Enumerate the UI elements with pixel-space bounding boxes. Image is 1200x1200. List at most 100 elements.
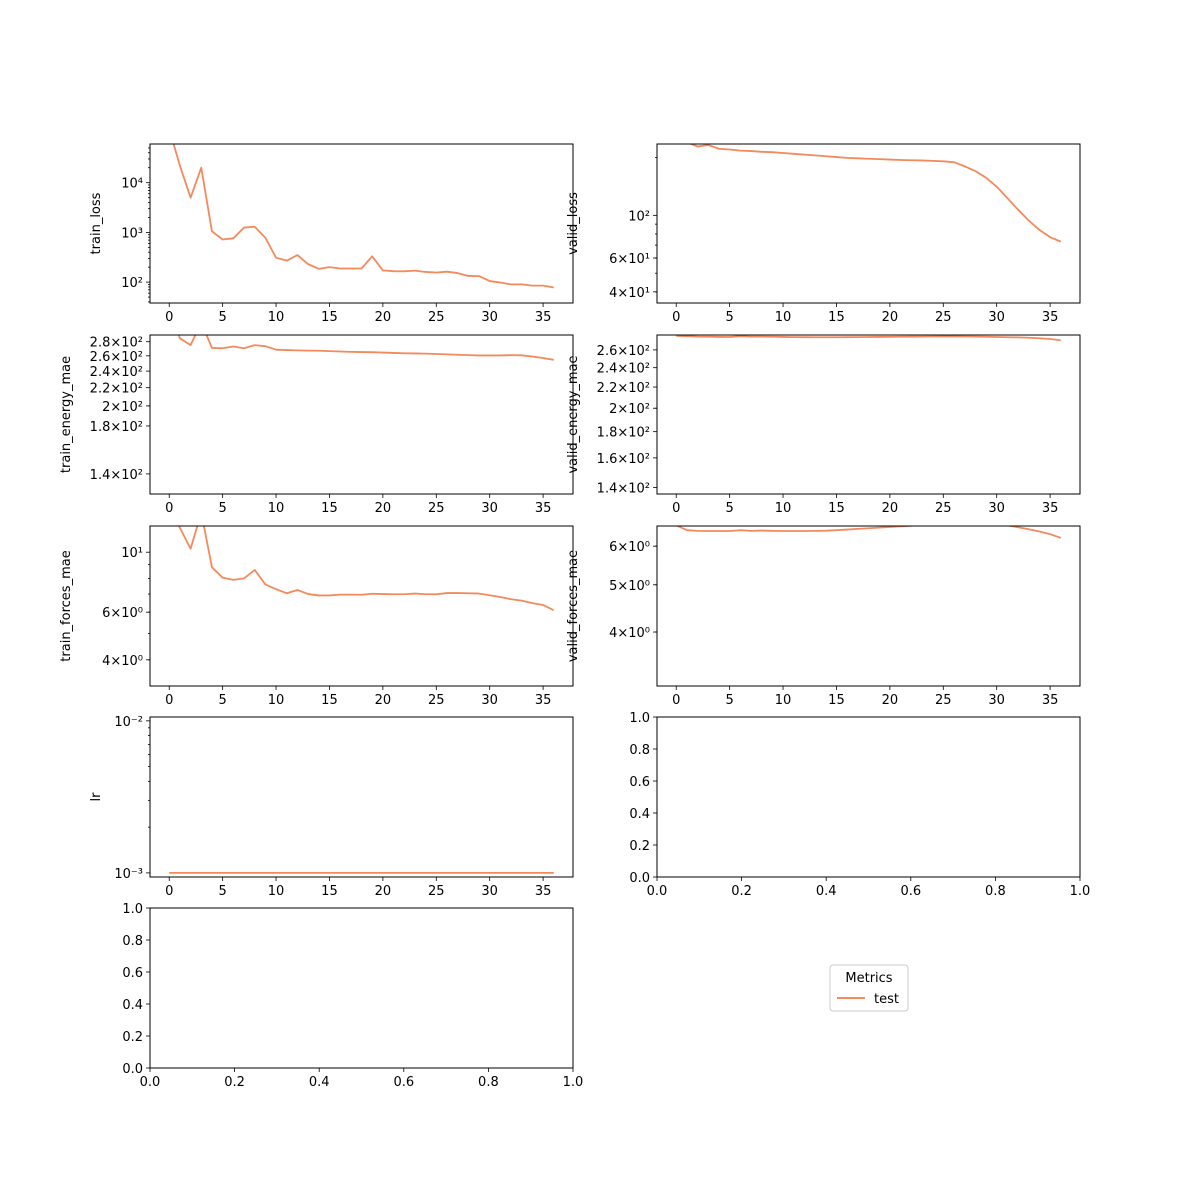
y-tick-label: 4×10⁰ [102, 654, 143, 669]
y-tick-label: 4×10¹ [609, 286, 650, 301]
y-tick-label: 0.6 [629, 775, 650, 790]
y-tick-label: 0.2 [122, 1030, 143, 1045]
x-tick-label: 30 [988, 310, 1005, 325]
x-tick-label: 0.6 [900, 884, 921, 899]
x-tick-label: 0 [165, 693, 173, 708]
y-tick-label: 2.6×10² [90, 350, 143, 365]
axes-frame [656, 334, 1081, 495]
x-tick-label: 0 [165, 884, 173, 899]
x-tick-label: 15 [321, 501, 338, 516]
x-tick-label: 0 [672, 310, 680, 325]
y-tick-label: 1.8×10² [597, 426, 650, 441]
x-tick-label: 0.2 [731, 884, 752, 899]
subplot-valid_forces_mae: 0 5 10 15 20 25 30 35 4×10⁰ 5×10⁰ 6×10⁰ valid_force… [566, 525, 1081, 708]
y-tick-label: 2.4×10² [597, 362, 650, 377]
x-tick-label: 15 [321, 693, 338, 708]
x-tick-label: 20 [375, 310, 392, 325]
subplot-train_loss: 0 5 10 15 20 25 30 35 10² 10³ 10⁴ train_loss [89, 143, 574, 325]
x-tick-label: 1.0 [1070, 884, 1091, 899]
y-tick-label: 10² [628, 209, 650, 224]
x-tick-label: 35 [1042, 501, 1059, 516]
y-tick-label: 1.6×10² [597, 452, 650, 467]
x-tick-label: 0.6 [393, 1075, 414, 1090]
x-tick-label: 35 [535, 884, 552, 899]
x-tick-label: 30 [988, 693, 1005, 708]
x-tick-label: 0 [672, 501, 680, 516]
x-tick-label: 5 [725, 693, 733, 708]
x-tick-label: 10 [775, 693, 792, 708]
y-tick-label: 1.0 [122, 902, 143, 917]
subplot-train_energy_mae: 0 5 10 15 20 25 30 35 1.4×10² 1.8×10² 2×10² 2.2×10²… [59, 334, 574, 516]
y-tick-label: 2.2×10² [90, 382, 143, 397]
y-tick-label: 1.8×10² [90, 420, 143, 435]
y-tick-label: 6×10¹ [609, 252, 650, 267]
x-tick-label: 0.4 [309, 1075, 330, 1090]
x-tick-label: 35 [1042, 693, 1059, 708]
legend-title: Metrics [845, 971, 892, 986]
x-tick-label: 25 [428, 884, 445, 899]
y-axis-label: lr [89, 792, 104, 802]
y-axis-label: train_energy_mae [59, 356, 74, 473]
x-tick-label: 15 [321, 884, 338, 899]
x-tick-label: 25 [428, 501, 445, 516]
x-tick-label: 10 [268, 884, 285, 899]
y-tick-label: 0.2 [629, 839, 650, 854]
x-tick-label: 0.8 [478, 1075, 499, 1090]
x-tick-label: 25 [428, 310, 445, 325]
x-tick-label: 20 [375, 501, 392, 516]
subplot-lr: 0 5 10 15 20 25 30 35 10⁻³ 10⁻² lr [89, 715, 574, 899]
y-tick-label: 10¹ [121, 546, 143, 561]
y-axis-label: train_loss [89, 192, 104, 254]
x-tick-label: 0.8 [985, 884, 1006, 899]
x-tick-label: 10 [775, 310, 792, 325]
x-tick-label: 10 [268, 501, 285, 516]
x-tick-label: 30 [481, 501, 498, 516]
subplots-group: 0 5 10 15 20 25 30 35 10² 10³ 10⁴ train_loss 0 5 10 15 2… [59, 143, 1091, 1090]
x-tick-label: 25 [428, 693, 445, 708]
y-tick-label: 6×10⁰ [102, 606, 143, 621]
legend-box [829, 964, 909, 1012]
series-line-test [675, 526, 1062, 539]
axes-frame [656, 716, 1081, 878]
y-tick-label: 10³ [121, 226, 143, 241]
y-tick-label: 2.2×10² [597, 381, 650, 396]
x-tick-label: 5 [218, 884, 226, 899]
x-tick-label: 0.0 [140, 1075, 161, 1090]
y-tick-label: 10⁻³ [114, 867, 143, 882]
x-tick-label: 20 [882, 310, 899, 325]
y-tick-label: 2×10² [102, 400, 143, 415]
y-tick-label: 5×10⁰ [609, 579, 650, 594]
x-tick-label: 5 [725, 501, 733, 516]
x-tick-label: 5 [218, 310, 226, 325]
axes-frame [149, 334, 574, 495]
x-tick-label: 20 [375, 693, 392, 708]
y-tick-label: 10⁴ [121, 177, 143, 192]
x-tick-label: 15 [828, 310, 845, 325]
y-tick-label: 0.6 [122, 966, 143, 981]
x-tick-label: 0 [165, 501, 173, 516]
y-tick-label: 1.0 [629, 711, 650, 726]
x-tick-label: 5 [725, 310, 733, 325]
x-tick-label: 15 [828, 693, 845, 708]
series-line-test [177, 335, 554, 361]
y-tick-label: 0.8 [629, 743, 650, 758]
x-tick-label: 20 [882, 501, 899, 516]
x-tick-label: 0 [165, 310, 173, 325]
x-tick-label: 35 [535, 310, 552, 325]
x-tick-label: 30 [988, 501, 1005, 516]
y-tick-label: 4×10⁰ [609, 626, 650, 641]
y-tick-label: 1.4×10² [90, 468, 143, 483]
axes-frame [149, 143, 574, 304]
y-axis-label: valid_energy_mae [566, 355, 581, 473]
y-axis-label: valid_loss [566, 192, 581, 255]
axes-frame [149, 716, 574, 878]
series-line-test [178, 526, 555, 612]
axes-frame [656, 143, 1081, 304]
x-tick-label: 35 [1042, 310, 1059, 325]
y-tick-label: 2.6×10² [597, 344, 650, 359]
axes-frame [149, 907, 574, 1069]
legend: Metrics test [829, 964, 909, 1012]
x-tick-label: 10 [775, 501, 792, 516]
x-tick-label: 5 [218, 501, 226, 516]
